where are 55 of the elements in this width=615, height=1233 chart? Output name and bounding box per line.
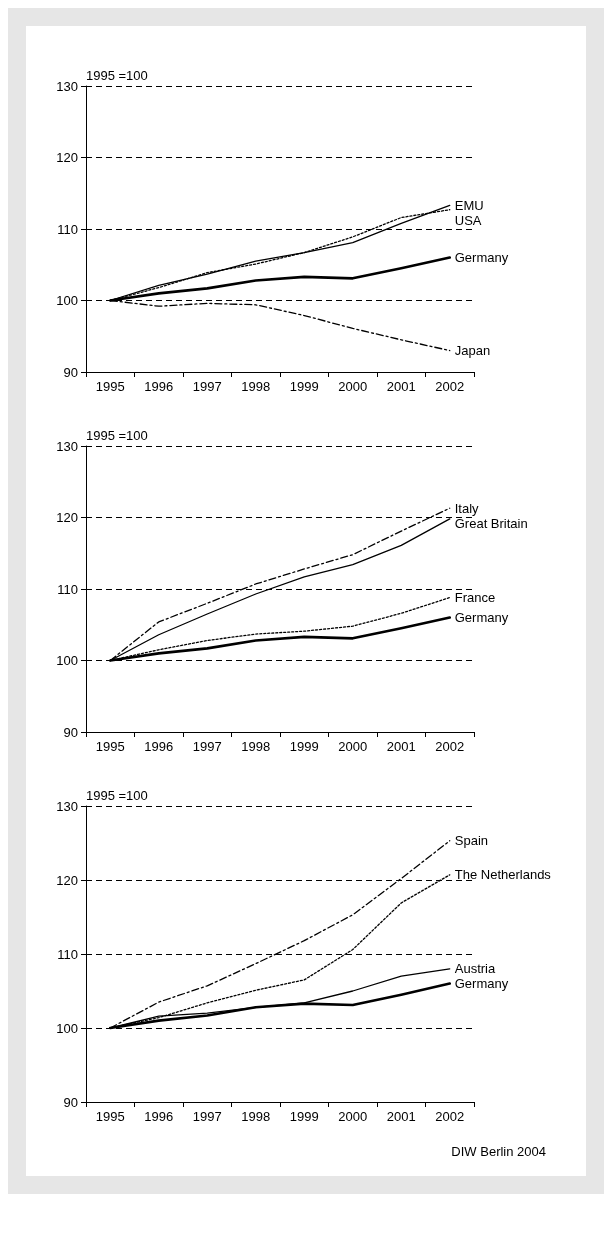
x-tick-label: 1999: [289, 379, 319, 394]
series-label: Italy: [454, 500, 480, 516]
x-tick-label: 1996: [144, 739, 174, 754]
y-axis-title: 1995 =100: [86, 788, 148, 803]
y-tick-label: 110: [57, 221, 78, 237]
x-tick-label: 1998: [241, 379, 271, 394]
x-tick-label: 1998: [241, 739, 271, 754]
series-label: Germany: [454, 976, 509, 992]
x-tick-label: 1999: [289, 739, 319, 754]
y-tick-label: 120: [56, 150, 78, 165]
series-label: Germany: [454, 610, 509, 626]
y-tick-label: 130: [56, 438, 78, 454]
x-tick-label: 1995: [95, 1109, 125, 1124]
x-tick-label: 2001: [386, 1109, 416, 1124]
y-tick-label: 90: [63, 364, 78, 380]
series-label: France: [454, 590, 496, 606]
y-tick-label: 100: [56, 1020, 78, 1036]
x-tick-label: 1997: [192, 1109, 222, 1124]
y-tick-label: 130: [56, 78, 78, 94]
x-tick-label: 1995: [95, 379, 125, 394]
y-tick-label: 120: [56, 510, 78, 525]
y-tick-label: 110: [57, 581, 78, 597]
x-tick-label: 1996: [144, 1109, 174, 1124]
series-label: Austria: [454, 961, 496, 977]
y-axis-title: 1995 =100: [86, 428, 148, 443]
series-label: Japan: [454, 343, 491, 359]
y-tick-label: 100: [56, 293, 78, 308]
x-tick-label: 2002: [435, 379, 465, 394]
y-axis-title: 1995 =100: [86, 68, 148, 83]
series-label: The Netherlands: [454, 867, 552, 883]
y-tick-label: 100: [56, 653, 78, 668]
x-tick-label: 2002: [435, 739, 465, 754]
y-tick-label: 110: [57, 946, 78, 962]
x-tick-label: 2000: [338, 379, 368, 394]
x-tick-label: 2001: [386, 739, 416, 754]
x-tick-label: 2000: [338, 1109, 368, 1124]
y-tick-label: 130: [56, 798, 78, 814]
series-label: Germany: [454, 250, 509, 266]
x-tick-label: 1998: [241, 1109, 271, 1124]
series-label: EMU: [454, 197, 484, 213]
x-tick-label: 1995: [95, 739, 125, 754]
x-tick-label: 2001: [386, 379, 416, 394]
x-tick-label: 2002: [435, 1109, 465, 1124]
x-tick-label: 1999: [289, 1109, 319, 1124]
series-label: USA: [454, 212, 482, 228]
series-label: Great Britain: [454, 515, 528, 531]
x-tick-label: 1997: [192, 739, 222, 754]
series-label: Spain: [454, 833, 488, 849]
text: DIW Berlin 2004: [451, 1144, 547, 1159]
x-tick-label: 1996: [144, 379, 174, 394]
y-tick-label: 90: [63, 724, 78, 740]
y-tick-label: 120: [56, 872, 78, 888]
x-tick-label: 1997: [192, 379, 222, 394]
x-tick-label: 2000: [338, 739, 368, 754]
y-tick-label: 90: [63, 1094, 78, 1110]
